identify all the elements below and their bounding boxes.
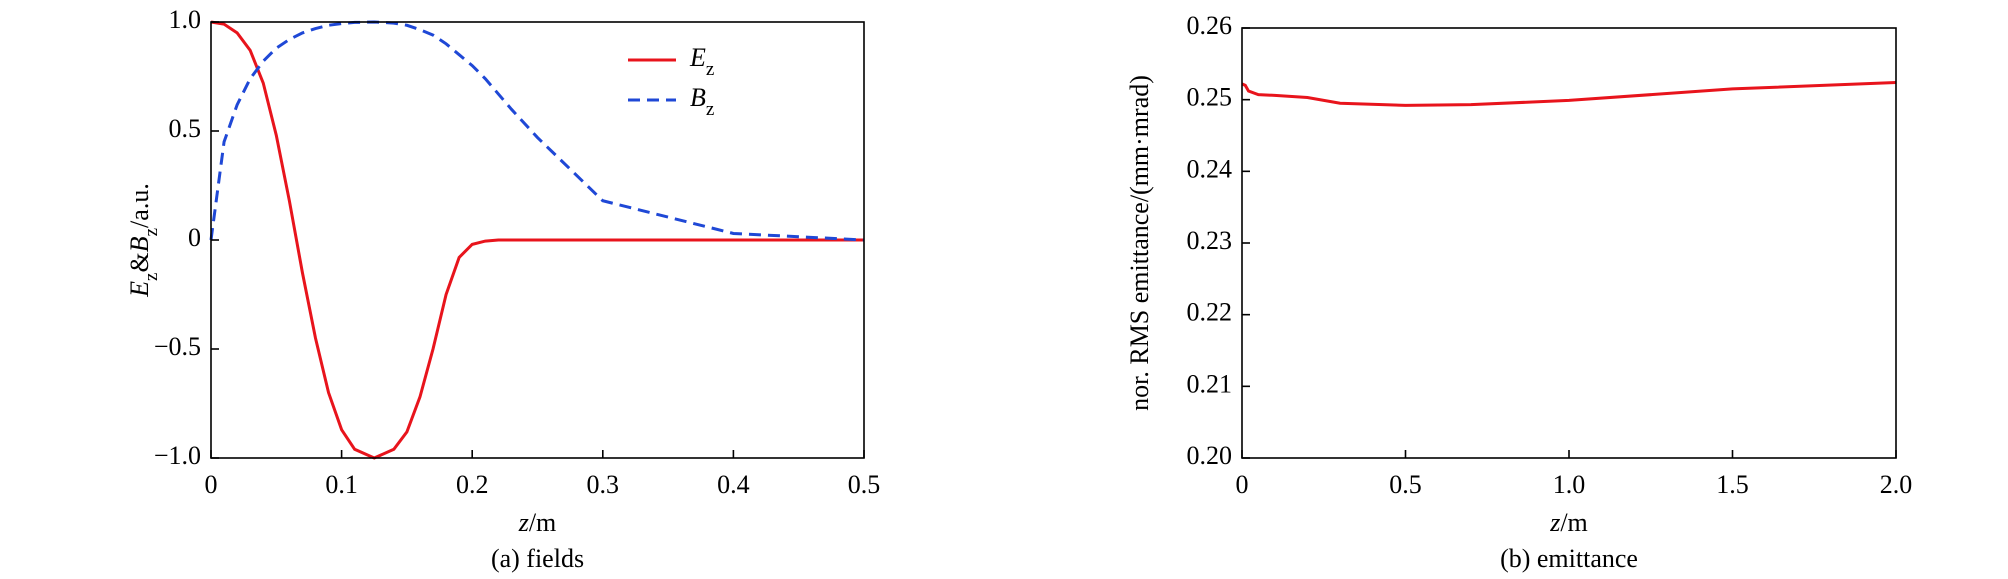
label-part: B [125,236,154,252]
x-tick-label: 0.3 [587,470,620,499]
label-part: E [125,281,154,298]
label-part: /m [529,508,556,537]
y-tick-label: 0.26 [1187,11,1233,40]
label-part: z [706,59,714,80]
x-tick-label: 1.5 [1716,470,1749,499]
data-line [1241,80,1897,107]
y-tick-label: 0.21 [1187,369,1233,398]
label-part: E [689,43,706,72]
y-axis-label: Ez&Bz/a.u. [125,183,162,298]
y-tick-label: 0.24 [1187,154,1233,183]
label-part: z [141,228,162,236]
x-axis-label: z/m [1549,508,1588,537]
chart: 0 0.5 1.0 1.5 2.0 0.20 0.21 0.22 0.23 0.24 0.25 0.2… [1125,11,1912,573]
y-tick-label: −0.5 [154,332,201,361]
y-tick-label: 0.22 [1187,298,1233,327]
plot-frame [1241,27,1897,459]
x-tick-label: 0 [205,470,218,499]
label-part: z [1549,508,1560,537]
caption: (b) emittance [1500,544,1638,573]
data-line [210,20,864,460]
x-tick-label: 0.5 [848,470,881,499]
chart: 0 0.1 0.2 0.3 0.4 0.5−1.0−0.500.51.0z/mEz&Bz/… [125,5,880,573]
label-part: z [141,273,162,281]
data-line [209,20,865,242]
label-part: & [125,252,154,272]
label-part: z [706,99,714,120]
y-tick-label: −1.0 [154,441,201,470]
x-tick-label: 2.0 [1880,470,1913,499]
legend-label: Ez [689,43,714,80]
label-part: nor. RMS emittance/(mm·mrad) [1125,75,1154,411]
legend-label: Bz [690,83,714,120]
label-part: /a.u. [125,183,154,228]
label-part: B [690,83,706,112]
y-tick-label: 0 [188,223,201,252]
x-tick-label: 1.0 [1553,470,1586,499]
caption: (a) fields [491,544,584,573]
y-tick-label: 0.23 [1187,226,1233,255]
y-tick-label: 0.5 [169,114,202,143]
x-tick-label: 0 [1236,470,1249,499]
y-tick-label: 0.20 [1187,441,1233,470]
label-part: z [518,508,529,537]
y-tick-label: 1.0 [169,5,202,34]
x-tick-label: 0.4 [717,470,750,499]
x-tick-label: 0.2 [456,470,489,499]
x-tick-label: 0.1 [325,470,358,499]
y-axis-label: nor. RMS emittance/(mm·mrad) [1125,75,1154,411]
x-tick-label: 0.5 [1389,470,1422,499]
y-tick-label: 0.25 [1187,83,1233,112]
x-axis-label: z/m [518,508,557,537]
label-part: /m [1560,508,1587,537]
